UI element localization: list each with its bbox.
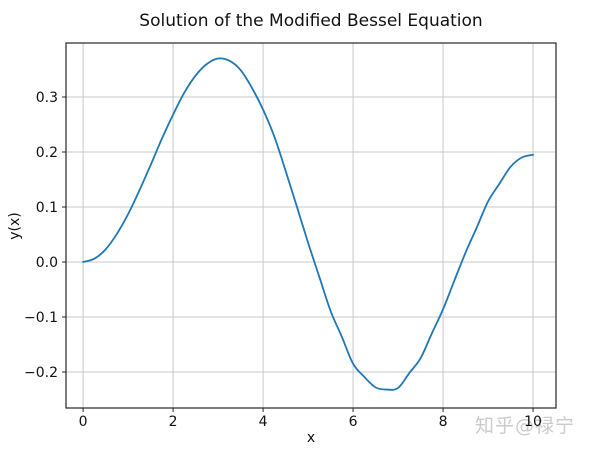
- y-tick-label: −0.2: [24, 365, 58, 381]
- y-tick-label: −0.1: [24, 310, 58, 326]
- x-tick-label: 4: [259, 414, 268, 430]
- y-tick-label: 0.0: [36, 255, 58, 271]
- x-tick-label: 2: [169, 414, 178, 430]
- y-tick-label: 0.1: [36, 200, 58, 216]
- bessel-solution-curve: [82, 57, 534, 391]
- y-tick-label: 0.3: [36, 90, 58, 106]
- x-tick-label: 0: [79, 414, 88, 430]
- x-axis-label: x: [306, 430, 316, 446]
- zhihu-watermark: 知乎@禄宁: [474, 415, 575, 437]
- y-tick-label: 0.2: [36, 145, 58, 161]
- x-tick-label: 6: [349, 414, 358, 430]
- plot-border: [65, 42, 557, 409]
- x-tick-label: 10: [524, 414, 542, 430]
- chart-title: Solution of the Modified Bessel Equation: [139, 11, 483, 31]
- x-tick-label: 8: [439, 414, 448, 430]
